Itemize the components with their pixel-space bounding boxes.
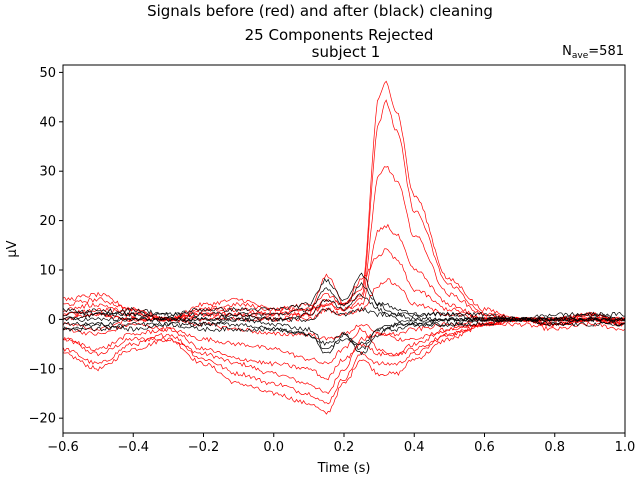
x-tick-label: 1.0 bbox=[615, 440, 636, 455]
figure-suptitle: Signals before (red) and after (black) c… bbox=[147, 2, 493, 20]
x-tick-label: −0.4 bbox=[117, 440, 149, 455]
trace-before-7 bbox=[63, 223, 625, 323]
nave-subscript: ave bbox=[572, 51, 589, 61]
traces-after-group bbox=[63, 272, 625, 356]
trace-before-1 bbox=[63, 321, 625, 415]
trace-after-16 bbox=[63, 272, 625, 322]
x-tick-label: 0.8 bbox=[544, 440, 565, 455]
y-tick-label: 40 bbox=[39, 115, 56, 130]
x-axis: −0.6 −0.4 −0.2 0.0 0.2 0.4 0.6 0.8 1.0 bbox=[47, 433, 635, 455]
y-tick-label: −10 bbox=[29, 362, 56, 377]
y-tick-label: 20 bbox=[39, 214, 56, 229]
trace-after-18 bbox=[63, 306, 625, 323]
x-tick-label: 0.6 bbox=[474, 440, 495, 455]
x-tick-label: −0.6 bbox=[47, 440, 79, 455]
trace-before-6 bbox=[63, 166, 625, 323]
plot-frame bbox=[62, 64, 626, 434]
y-tick-label: 10 bbox=[39, 263, 56, 278]
trace-before-4 bbox=[63, 80, 625, 326]
x-tick-label: −0.2 bbox=[188, 440, 220, 455]
nave-annotation: Nave=581 bbox=[562, 44, 624, 61]
y-tick-label: 0 bbox=[48, 313, 56, 328]
x-axis-label: Time (s) bbox=[317, 461, 371, 476]
chart-subtitle: subject 1 bbox=[312, 43, 381, 61]
nave-prefix: N bbox=[562, 44, 572, 59]
y-tick-label: 30 bbox=[39, 165, 56, 180]
x-tick-label: 0.0 bbox=[263, 440, 284, 455]
trace-after-14 bbox=[63, 316, 625, 351]
trace-after-13 bbox=[63, 293, 625, 323]
x-tick-label: 0.4 bbox=[404, 440, 425, 455]
trace-before-5 bbox=[63, 99, 625, 327]
traces-before-group bbox=[63, 80, 625, 415]
y-axis: −20 −10 0 10 20 30 40 50 bbox=[29, 66, 63, 427]
y-tick-label: 50 bbox=[39, 66, 56, 81]
x-tick-label: 0.2 bbox=[334, 440, 355, 455]
trace-after-17 bbox=[63, 317, 625, 356]
nave-suffix: =581 bbox=[588, 44, 624, 59]
y-axis-label: µV bbox=[5, 240, 20, 257]
trace-after-12 bbox=[63, 281, 625, 323]
y-tick-label: −20 bbox=[29, 412, 56, 427]
chart-title: 25 Components Rejected bbox=[245, 26, 434, 44]
